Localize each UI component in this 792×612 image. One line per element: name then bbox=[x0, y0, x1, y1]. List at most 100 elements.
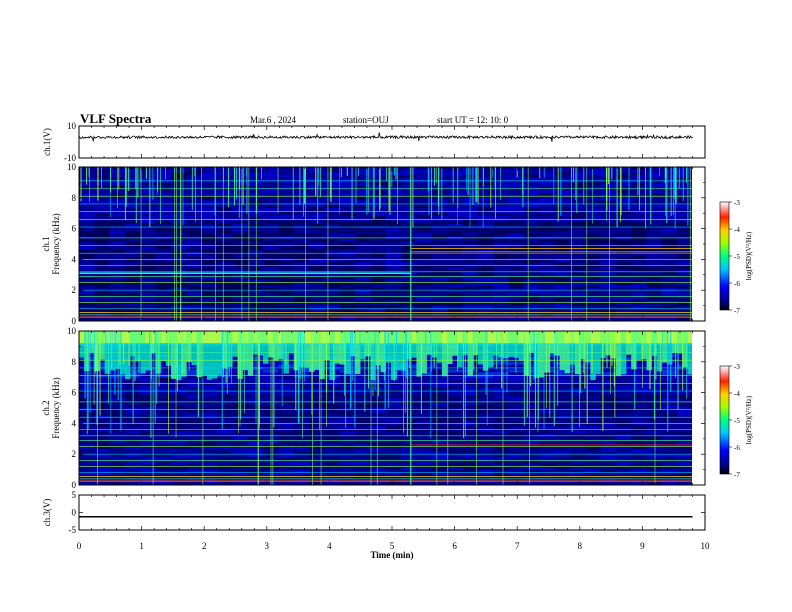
colorbar-label: log(PSD)(V²/Hz) bbox=[745, 395, 753, 444]
spectrogram-cell bbox=[493, 384, 509, 388]
spectrogram-cell bbox=[493, 208, 509, 211]
spectrogram-cell bbox=[186, 174, 202, 178]
spectrogram-cell bbox=[109, 456, 126, 460]
spectrogram-cell bbox=[109, 210, 126, 214]
spectrogram-cell bbox=[355, 456, 371, 460]
spectrogram-cell bbox=[171, 267, 187, 270]
spectrogram-cell bbox=[94, 364, 110, 368]
spectrogram-cell bbox=[278, 451, 295, 455]
spectrogram-cell bbox=[508, 308, 525, 312]
spectrogram-cell bbox=[140, 285, 156, 288]
spectrogram-cell bbox=[171, 269, 187, 273]
spectrogram-cell bbox=[539, 261, 555, 265]
spectrogram-cell bbox=[171, 413, 187, 416]
spectrogram-cell bbox=[661, 464, 678, 468]
y-tick-label: 2 bbox=[72, 449, 77, 459]
spectrogram-cell bbox=[646, 308, 663, 312]
spectrogram-cell bbox=[600, 441, 617, 445]
spectrogram-cell bbox=[401, 215, 417, 219]
spectrogram-cell bbox=[247, 410, 264, 414]
spectrogram-cell bbox=[447, 456, 463, 460]
spectrogram-cell bbox=[79, 387, 95, 391]
spectrogram-cell bbox=[309, 459, 325, 463]
spectrogram-cell bbox=[677, 295, 692, 299]
spectrogram-cell bbox=[263, 200, 279, 204]
spectrogram-cell bbox=[416, 233, 433, 237]
spectrogram-cell bbox=[109, 228, 126, 232]
spectrogram-cell bbox=[447, 377, 463, 381]
spectrogram-cell bbox=[615, 387, 632, 391]
spectrogram-cell bbox=[140, 297, 156, 301]
spectrogram-cell bbox=[293, 384, 310, 388]
spectrogram-cell bbox=[661, 279, 678, 283]
spectrogram-cell bbox=[554, 449, 571, 452]
spectrogram-cell bbox=[462, 397, 479, 401]
spectrogram-cell bbox=[631, 451, 647, 455]
y-tick-label: 6 bbox=[72, 224, 77, 234]
spectrogram-cell bbox=[661, 397, 678, 401]
spectrogram-cell bbox=[155, 372, 172, 375]
spectrogram-cell bbox=[646, 182, 663, 186]
spectrogram-cell bbox=[201, 392, 218, 396]
spectrogram-cell bbox=[339, 254, 356, 258]
spectrogram-cell bbox=[493, 167, 509, 170]
spectrogram-cell bbox=[232, 425, 249, 429]
spectrogram-cell bbox=[493, 295, 509, 299]
spectrogram-cell bbox=[206, 331, 213, 380]
spectrogram-cell bbox=[176, 331, 182, 344]
spectrogram-cell bbox=[125, 179, 141, 183]
spectrogram-cell bbox=[278, 218, 295, 222]
spectrogram-cell bbox=[247, 390, 264, 393]
spectrogram-cell bbox=[615, 456, 632, 460]
spectrogram-cell bbox=[125, 318, 141, 321]
spectrogram-cell bbox=[94, 200, 110, 204]
spectrogram-cell bbox=[431, 177, 448, 181]
spectrogram-cell bbox=[569, 425, 586, 429]
spectrogram-cell bbox=[232, 190, 249, 193]
spectrogram-cell bbox=[631, 303, 647, 306]
spectrogram-cell bbox=[293, 197, 310, 201]
spectrogram-cell bbox=[278, 249, 295, 252]
spectrogram-cell bbox=[263, 208, 279, 211]
spectrogram-cell bbox=[431, 285, 448, 288]
spectrogram-cell bbox=[416, 277, 433, 281]
axes-frame bbox=[78, 494, 706, 531]
spectrogram-cell bbox=[462, 374, 479, 378]
spectrogram-cell bbox=[493, 364, 509, 368]
spectrogram-cell bbox=[677, 469, 692, 473]
spectrogram-cell bbox=[355, 282, 371, 286]
spectrogram-cell bbox=[569, 305, 586, 309]
spectrogram-cell bbox=[554, 202, 571, 206]
spectrogram-cell bbox=[523, 184, 540, 188]
spectrogram-cell bbox=[293, 377, 310, 381]
spectrogram-cell bbox=[155, 197, 172, 201]
spectrogram-cell bbox=[539, 303, 555, 306]
spectrogram-cell bbox=[646, 303, 663, 306]
spectrogram-cell bbox=[646, 202, 663, 206]
spectrogram-cell bbox=[201, 405, 218, 409]
spectrogram-cell bbox=[631, 261, 647, 265]
spectrogram-cell bbox=[508, 387, 525, 391]
spectrogram-cell bbox=[247, 361, 264, 365]
spectrogram-cell bbox=[155, 472, 172, 476]
y-tick-label: -5 bbox=[69, 525, 77, 535]
spectrogram-cell bbox=[539, 454, 555, 458]
spectrogram-cell bbox=[186, 213, 202, 217]
spectrogram-cell bbox=[171, 202, 187, 206]
spectrogram-cell bbox=[646, 287, 663, 291]
spectrogram-cell bbox=[615, 461, 632, 465]
spectrogram-cell bbox=[370, 169, 387, 173]
spectrogram-cell bbox=[401, 449, 417, 452]
spectrogram-cell bbox=[247, 208, 264, 211]
spectrogram-cell bbox=[585, 318, 601, 321]
spectrogram-cell bbox=[554, 267, 571, 270]
spectrogram-cell bbox=[661, 256, 678, 260]
spectrogram-cell bbox=[324, 197, 341, 201]
spectrogram-cell bbox=[370, 184, 387, 188]
spectrogram-cell bbox=[447, 228, 463, 232]
spectrogram-cell bbox=[677, 215, 692, 219]
spectrogram-cell bbox=[247, 202, 264, 206]
spectrogram-cell bbox=[360, 331, 366, 344]
spectrogram-cell bbox=[626, 331, 632, 344]
spectrogram-cell bbox=[462, 267, 479, 270]
